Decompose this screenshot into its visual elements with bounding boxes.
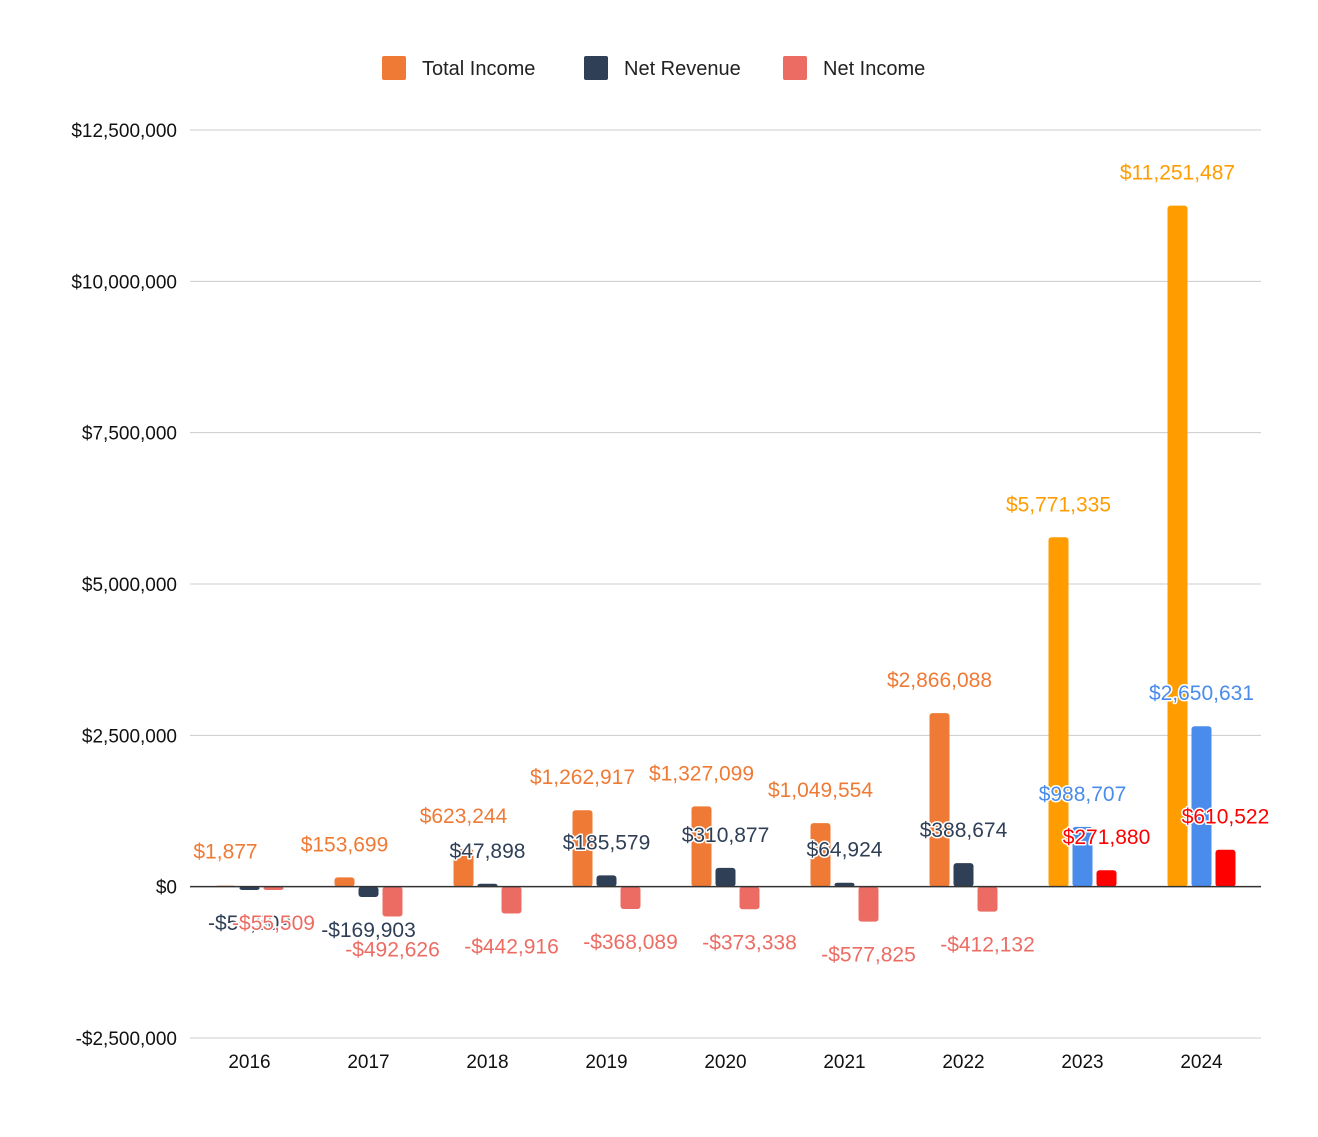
bar-net-income-2018: [501, 886, 522, 914]
data-label-net-revenue-2020: $310,877: [682, 824, 770, 847]
bar-net-income-2019: [620, 886, 641, 909]
data-label-total-income-2017: $153,699: [301, 833, 389, 856]
legend: Total Income Net Revenue Net Income: [382, 56, 925, 80]
legend-label-2: Net Revenue: [624, 58, 741, 80]
gridlines: [190, 129, 1261, 1039]
data-label-total-income-2019: $1,262,917: [530, 766, 635, 789]
y-tick-label: -$2,500,000: [76, 1029, 177, 1050]
x-tick-label: 2024: [1180, 1052, 1223, 1073]
y-tick-label: $12,500,000: [71, 121, 177, 142]
legend-swatch-3: [783, 56, 807, 80]
legend-label-3: Net Income: [823, 58, 925, 80]
data-label-net-revenue-2016: -$55,509: [208, 912, 291, 935]
y-tick-label: $5,000,000: [82, 575, 177, 596]
data-label-net-revenue-2019: $185,579: [563, 831, 651, 854]
data-label-net-revenue-2018: $47,898: [450, 840, 526, 863]
legend-swatch-2: [584, 56, 608, 80]
x-axis: 2016 2017 2018 2019 2020 2021 2022 2023 2024: [228, 1052, 1223, 1073]
bar-net-income-2022: [977, 886, 998, 912]
x-tick-label: 2018: [466, 1052, 508, 1073]
bar-net-revenue-2023: [1072, 826, 1093, 887]
bar-total-income-2022: [929, 713, 950, 887]
y-tick-label: $0: [156, 878, 177, 899]
zero-axis: [190, 885, 1261, 1039]
data-label-total-income-2022: $2,866,088: [887, 669, 992, 692]
bar-total-income-2021: [810, 823, 831, 887]
data-label-total-income-2021: $1,049,554: [768, 779, 873, 802]
bar-total-income-2017: [334, 877, 355, 887]
legend-swatch-1: [382, 56, 406, 80]
data-label-net-income-2016: -$55,509: [232, 912, 315, 935]
bar-net-revenue-2017: [358, 886, 379, 897]
data-label-total-income-2016: $1,877: [193, 841, 257, 864]
data-label-total-income-2018: $623,244: [420, 805, 508, 828]
data-label-net-revenue-2022: $388,674: [920, 819, 1008, 842]
bar-net-income-2020: [739, 886, 760, 910]
bar-total-income-2019: [572, 810, 593, 887]
data-label-net-income-2021: -$577,825: [821, 944, 916, 967]
data-label-total-income-2020: $1,327,099: [649, 762, 754, 785]
bar-net-revenue-2016: [239, 886, 260, 891]
x-tick-label: 2023: [1061, 1052, 1103, 1073]
x-tick-label: 2017: [347, 1052, 389, 1073]
data-label-total-income-2023: $5,771,335: [1006, 493, 1111, 516]
bar-net-income-2021: [858, 886, 879, 922]
data-label-net-revenue-2021: $64,924: [807, 839, 883, 862]
bar-total-income-2018: [453, 848, 474, 887]
y-tick-label: $7,500,000: [82, 424, 177, 445]
bar-net-income-2023: [1096, 870, 1117, 887]
x-tick-label: 2021: [823, 1052, 865, 1073]
data-label-net-income-2017: -$492,626: [345, 938, 440, 961]
data-label-total-income-2024: $11,251,487: [1120, 162, 1235, 185]
y-tick-label: $10,000,000: [71, 272, 177, 293]
bar-net-revenue-2021: [834, 882, 855, 887]
x-tick-label: 2019: [585, 1052, 627, 1073]
bar-net-income-2016: [263, 886, 284, 891]
data-label-net-income-2020: -$373,338: [702, 931, 797, 954]
data-label-net-income-2023: $271,880: [1063, 826, 1151, 849]
bar-net-income-2017: [382, 886, 403, 917]
bar-net-revenue-2022: [953, 863, 974, 887]
data-label-net-revenue-2024: $2,650,631: [1149, 682, 1254, 705]
data-label-net-income-2019: -$368,089: [583, 931, 678, 954]
x-tick-label: 2022: [942, 1052, 984, 1073]
y-tick-label: $2,500,000: [82, 726, 177, 747]
bar-total-income-2020: [691, 806, 712, 887]
x-tick-label: 2020: [704, 1052, 746, 1073]
bar-total-income-2024: [1167, 205, 1188, 887]
data-label-net-income-2024: $610,522: [1182, 806, 1270, 829]
bar-net-revenue-2024: [1191, 726, 1212, 887]
bar-net-revenue-2019: [596, 875, 617, 887]
data-label-net-income-2022: -$412,132: [940, 934, 1035, 957]
y-axis: -$2,500,000 $0 $2,500,000 $5,000,000 $7,500,…: [71, 121, 177, 1050]
x-tick-label: 2016: [228, 1052, 270, 1073]
data-labels: $1,877-$55,509-$55,509$153,699-$169,903-…: [192, 160, 1271, 968]
data-label-net-revenue-2017: -$169,903: [321, 919, 416, 942]
data-label-net-income-2018: -$442,916: [464, 935, 559, 958]
bars: [215, 205, 1236, 922]
bar-net-revenue-2020: [715, 867, 736, 887]
bar-total-income-2023: [1048, 537, 1069, 887]
legend-label-1: Total Income: [422, 58, 535, 80]
data-label-net-revenue-2023: $988,707: [1039, 783, 1127, 806]
bar-net-income-2024: [1215, 849, 1236, 887]
